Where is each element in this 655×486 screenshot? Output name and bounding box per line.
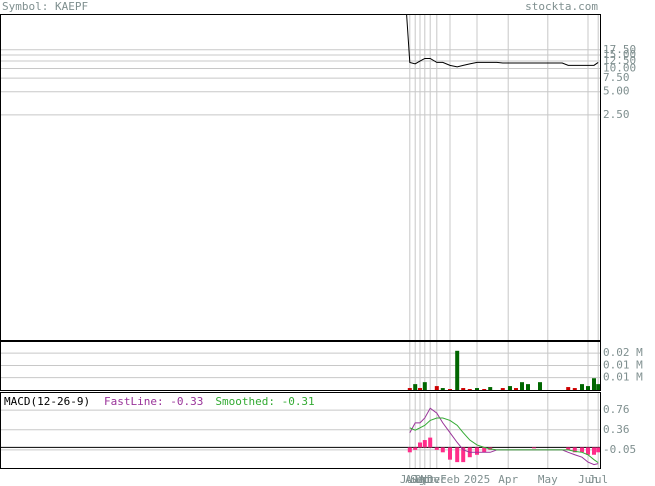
bar — [526, 384, 530, 390]
legend-entry: Smoothed: -0.31 — [215, 395, 314, 408]
bar — [566, 447, 571, 450]
legend-entry: FastLine: -0.33 — [104, 395, 203, 408]
x-tick-label: May — [538, 473, 558, 486]
x-tick-label: Sep — [410, 473, 430, 486]
bar — [422, 440, 427, 448]
y-tick-label: 7.50 — [603, 71, 630, 84]
bar — [428, 437, 433, 448]
x-tick-label: Aug — [405, 473, 425, 486]
y-tick-label: 5.00 — [603, 85, 630, 98]
bar — [532, 447, 536, 449]
bar — [580, 384, 584, 390]
bar — [482, 389, 487, 390]
bar — [586, 447, 590, 455]
y-tick-label: 0.01 M — [603, 371, 643, 384]
y-tick-label: 0.36 — [603, 423, 630, 436]
bar — [434, 447, 439, 450]
bar — [508, 386, 512, 390]
panel-frame — [0, 392, 601, 469]
bar — [448, 389, 452, 390]
bar — [407, 388, 412, 390]
y-tick-label: -0.05 — [603, 443, 636, 456]
bar — [418, 442, 422, 448]
bar — [520, 382, 524, 390]
y-tick-label: 10.00 — [603, 62, 636, 75]
bar — [448, 447, 452, 460]
x-tick-label: Apr — [498, 473, 518, 486]
panel-frame — [0, 341, 601, 391]
panel — [0, 392, 600, 468]
bar — [596, 447, 600, 453]
y-tick-label: 2.50 — [603, 108, 630, 121]
panel — [0, 341, 600, 390]
bar — [488, 387, 493, 390]
price-line — [406, 14, 599, 68]
bar — [538, 382, 542, 390]
bar — [455, 447, 460, 463]
x-tick-label: Jun — [578, 473, 598, 486]
bar — [580, 447, 584, 453]
bar — [566, 387, 571, 390]
bar — [572, 447, 577, 453]
bar — [514, 388, 518, 390]
bar — [572, 388, 577, 390]
bar — [461, 447, 466, 463]
panel-frame — [0, 14, 601, 341]
y-tick-label: 15.00 — [603, 48, 636, 61]
x-tick-label: Jul — [588, 473, 608, 486]
bar — [586, 386, 590, 390]
bar — [413, 384, 418, 390]
x-tick-label: Dec — [427, 473, 447, 486]
bar — [592, 447, 596, 455]
bar — [500, 388, 505, 390]
bar — [440, 388, 445, 390]
y-tick-label: 0.76 — [603, 403, 630, 416]
x-tick-label: Jul — [400, 473, 420, 486]
symbol: Symbol: KAEPF — [2, 0, 88, 13]
panel — [0, 14, 600, 340]
bar — [434, 386, 439, 390]
indicator-title: MACD(12-26-9) — [4, 395, 90, 408]
x-tick-label: Feb — [440, 473, 460, 486]
bar — [475, 388, 479, 390]
y-tick-label: 0.01 M — [603, 359, 643, 372]
bar — [440, 447, 445, 453]
bar — [592, 378, 596, 390]
site: stockta.com — [525, 0, 598, 13]
bar — [455, 350, 460, 390]
x-tick-label: Oct — [415, 473, 435, 486]
x-tick-label: Nov — [420, 473, 440, 486]
bar — [482, 447, 487, 453]
bar — [413, 447, 418, 450]
price-line — [409, 407, 599, 466]
bar — [467, 389, 472, 390]
y-tick-label: 0.02 M — [603, 346, 643, 359]
bar — [461, 388, 466, 390]
x-tick-label: 2025 — [464, 473, 491, 486]
bar — [422, 382, 427, 390]
y-tick-label: 17.50 — [603, 43, 636, 56]
bar — [596, 384, 600, 390]
bar — [407, 447, 412, 453]
bar — [475, 447, 479, 455]
bar — [418, 388, 422, 390]
y-tick-label: 12.50 — [603, 54, 636, 67]
price-line — [409, 417, 599, 464]
